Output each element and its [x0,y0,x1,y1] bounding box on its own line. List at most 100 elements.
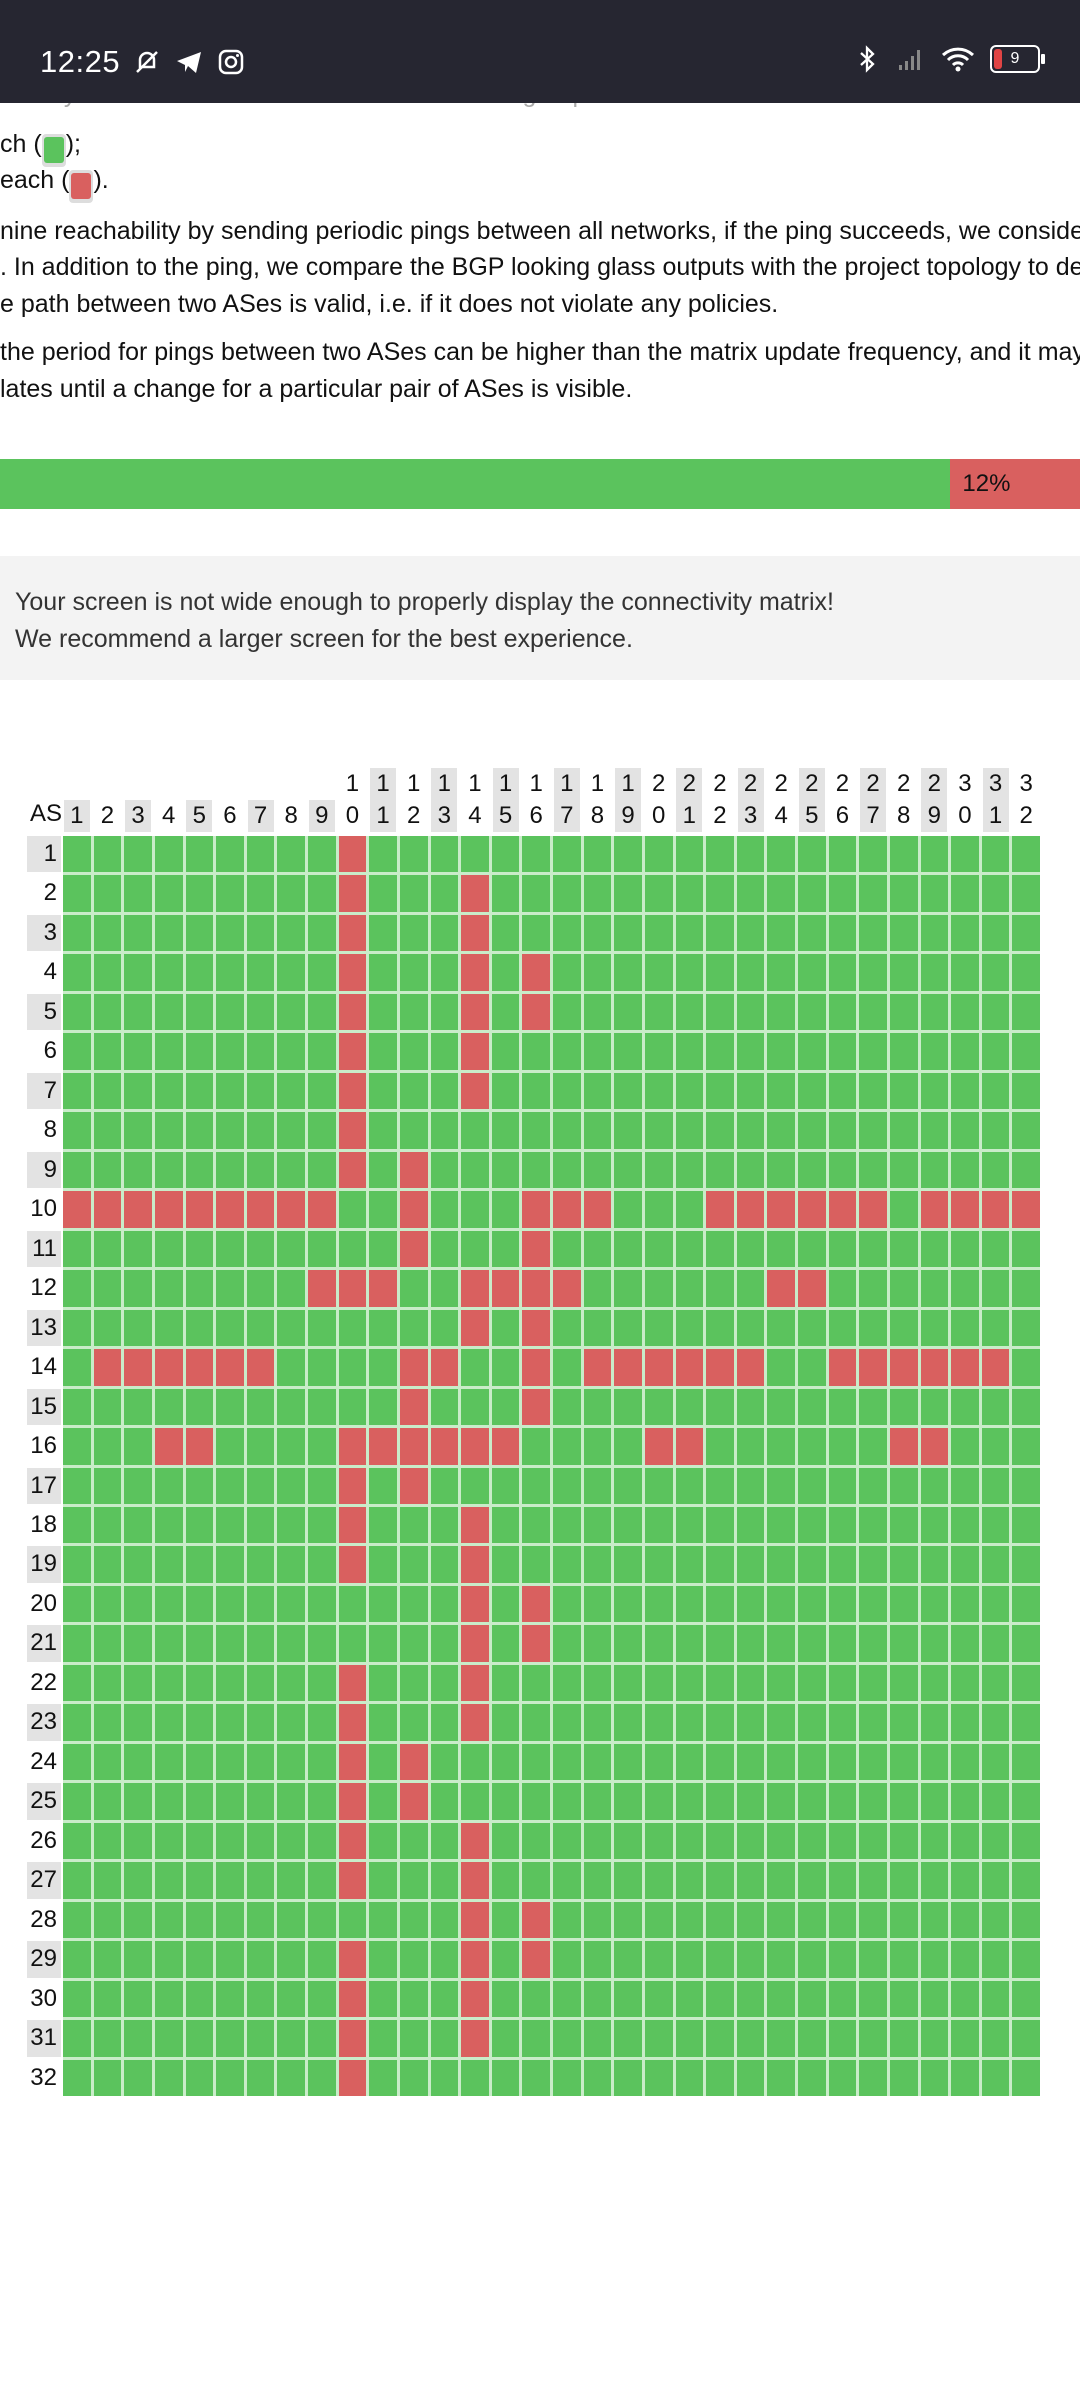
matrix-cell-31-6[interactable] [216,2020,244,2057]
matrix-cell-8-24[interactable] [767,1112,795,1149]
matrix-cell-14-1[interactable] [63,1349,91,1386]
matrix-cell-22-9[interactable] [308,1664,336,1702]
matrix-cell-20-23[interactable] [736,1585,765,1623]
matrix-cell-32-28[interactable] [889,2059,918,2096]
matrix-cell-7-14[interactable] [461,1072,489,1110]
matrix-cell-30-23[interactable] [736,1980,765,2018]
matrix-cell-24-25[interactable] [798,1743,826,1781]
matrix-cell-27-32[interactable] [1012,1862,1040,1899]
matrix-cell-30-13[interactable] [430,1980,459,2018]
matrix-cell-28-29[interactable] [920,1901,949,1939]
matrix-cell-15-24[interactable] [767,1388,795,1426]
matrix-cell-2-32[interactable] [1012,875,1040,912]
matrix-cell-2-23[interactable] [736,875,765,912]
matrix-cell-22-23[interactable] [736,1664,765,1702]
matrix-cell-5-10[interactable] [338,993,367,1031]
matrix-cell-32-8[interactable] [277,2059,305,2096]
matrix-cell-24-4[interactable] [154,1743,183,1781]
matrix-cell-28-26[interactable] [828,1901,857,1939]
matrix-cell-12-7[interactable] [246,1270,275,1307]
matrix-cell-18-20[interactable] [644,1506,673,1544]
matrix-cell-6-17[interactable] [553,1033,581,1070]
matrix-cell-14-3[interactable] [124,1349,152,1386]
matrix-cell-19-8[interactable] [277,1546,305,1583]
matrix-cell-25-4[interactable] [154,1783,183,1820]
matrix-cell-15-4[interactable] [154,1388,183,1426]
matrix-cell-26-23[interactable] [736,1822,765,1860]
matrix-cell-19-7[interactable] [246,1546,275,1583]
matrix-cell-27-13[interactable] [430,1862,459,1899]
matrix-cell-26-20[interactable] [644,1822,673,1860]
matrix-cell-22-16[interactable] [522,1664,550,1702]
matrix-cell-28-4[interactable] [154,1901,183,1939]
matrix-cell-16-23[interactable] [736,1428,765,1465]
matrix-cell-29-26[interactable] [828,1941,857,1978]
matrix-cell-30-12[interactable] [399,1980,428,2018]
matrix-cell-27-14[interactable] [461,1862,489,1899]
matrix-cell-23-14[interactable] [461,1704,489,1741]
matrix-cell-28-28[interactable] [889,1901,918,1939]
matrix-cell-12-26[interactable] [828,1270,857,1307]
matrix-cell-32-11[interactable] [369,2059,397,2096]
matrix-cell-29-22[interactable] [706,1941,734,1978]
matrix-cell-19-6[interactable] [216,1546,244,1583]
matrix-cell-18-19[interactable] [614,1506,642,1544]
matrix-cell-16-12[interactable] [399,1428,428,1465]
matrix-cell-7-17[interactable] [553,1072,581,1110]
matrix-cell-23-30[interactable] [951,1704,979,1741]
matrix-cell-32-10[interactable] [338,2059,367,2096]
matrix-cell-8-3[interactable] [124,1112,152,1149]
matrix-cell-29-30[interactable] [951,1941,979,1978]
matrix-cell-19-9[interactable] [308,1546,336,1583]
matrix-cell-29-10[interactable] [338,1941,367,1978]
matrix-cell-32-5[interactable] [185,2059,214,2096]
matrix-cell-11-25[interactable] [798,1230,826,1268]
matrix-cell-15-18[interactable] [583,1388,612,1426]
matrix-cell-22-15[interactable] [491,1664,520,1702]
matrix-cell-14-10[interactable] [338,1349,367,1386]
matrix-cell-14-12[interactable] [399,1349,428,1386]
matrix-cell-7-23[interactable] [736,1072,765,1110]
matrix-cell-29-14[interactable] [461,1941,489,1978]
matrix-cell-10-24[interactable] [767,1191,795,1228]
matrix-cell-1-31[interactable] [981,836,1010,873]
matrix-cell-9-32[interactable] [1012,1151,1040,1189]
matrix-cell-6-21[interactable] [675,1033,704,1070]
matrix-cell-24-6[interactable] [216,1743,244,1781]
matrix-cell-13-18[interactable] [583,1309,612,1347]
matrix-cell-8-9[interactable] [308,1112,336,1149]
matrix-cell-31-8[interactable] [277,2020,305,2057]
matrix-cell-32-17[interactable] [553,2059,581,2096]
matrix-cell-17-25[interactable] [798,1467,826,1504]
matrix-cell-27-6[interactable] [216,1862,244,1899]
matrix-cell-16-22[interactable] [706,1428,734,1465]
matrix-cell-1-3[interactable] [124,836,152,873]
matrix-cell-2-1[interactable] [63,875,91,912]
matrix-cell-26-28[interactable] [889,1822,918,1860]
matrix-cell-17-14[interactable] [461,1467,489,1504]
matrix-cell-12-28[interactable] [889,1270,918,1307]
matrix-cell-22-1[interactable] [63,1664,91,1702]
matrix-cell-10-27[interactable] [859,1191,887,1228]
matrix-cell-29-18[interactable] [583,1941,612,1978]
matrix-cell-29-29[interactable] [920,1941,949,1978]
matrix-cell-32-18[interactable] [583,2059,612,2096]
matrix-cell-25-19[interactable] [614,1783,642,1820]
matrix-cell-9-24[interactable] [767,1151,795,1189]
matrix-cell-17-11[interactable] [369,1467,397,1504]
matrix-cell-32-29[interactable] [920,2059,949,2096]
matrix-cell-11-28[interactable] [889,1230,918,1268]
matrix-cell-32-13[interactable] [430,2059,459,2096]
matrix-cell-13-7[interactable] [246,1309,275,1347]
matrix-cell-1-27[interactable] [859,836,887,873]
matrix-cell-24-18[interactable] [583,1743,612,1781]
matrix-cell-13-10[interactable] [338,1309,367,1347]
matrix-cell-17-4[interactable] [154,1467,183,1504]
matrix-cell-1-12[interactable] [399,836,428,873]
matrix-cell-2-11[interactable] [369,875,397,912]
matrix-cell-12-19[interactable] [614,1270,642,1307]
matrix-cell-13-22[interactable] [706,1309,734,1347]
matrix-cell-16-26[interactable] [828,1428,857,1465]
matrix-cell-21-23[interactable] [736,1625,765,1662]
matrix-cell-27-22[interactable] [706,1862,734,1899]
